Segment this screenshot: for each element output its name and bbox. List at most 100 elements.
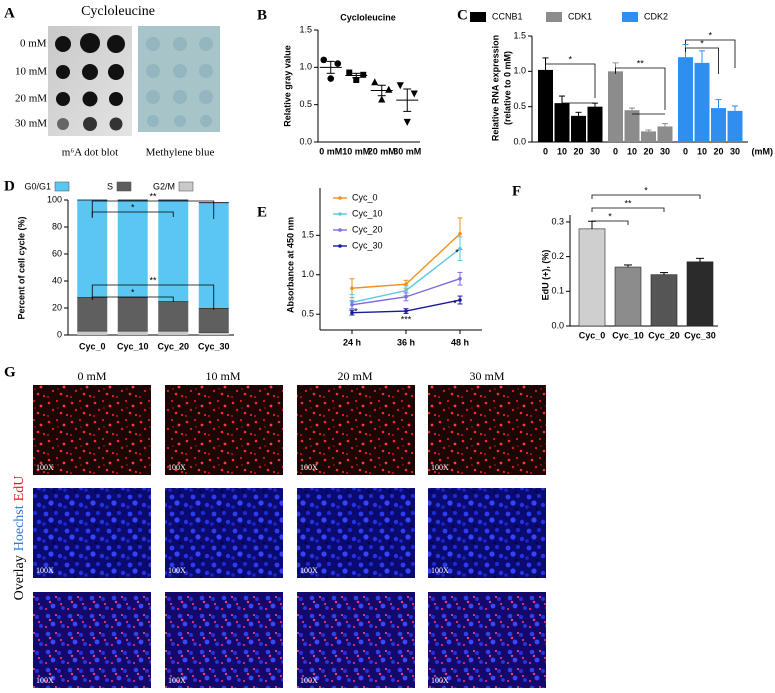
- data-point: [360, 71, 367, 78]
- bar: [650, 274, 678, 327]
- bar: [624, 110, 640, 142]
- x-tick-label: 0 mM: [319, 146, 342, 156]
- y-tick-label: 0: [57, 329, 62, 339]
- bar-segment: [117, 330, 148, 335]
- bar-segment: [77, 330, 108, 335]
- x-tick-label: 30: [730, 146, 740, 156]
- y-tick-label: 40: [52, 275, 62, 285]
- panel-title: Cycloleucine: [81, 4, 155, 19]
- significance-bracket: [545, 63, 596, 98]
- microscopy-image: [33, 592, 151, 688]
- y-tick-label: 1.0: [299, 62, 312, 72]
- y-axis-label: Relative gray value: [282, 45, 292, 127]
- significance-bracket: [91, 284, 215, 310]
- microscopy-image: [33, 488, 151, 578]
- data-point: [404, 282, 408, 287]
- x-tick-label: 20: [643, 146, 653, 156]
- bar: [727, 110, 743, 142]
- magnification-label: 100X: [431, 566, 449, 575]
- panel-label: F: [512, 183, 521, 199]
- y-tick-label: 0.3: [551, 216, 564, 226]
- panel-label: E: [257, 204, 267, 220]
- x-tick-label: 30 mM: [393, 146, 421, 156]
- microscopy-image: [428, 488, 546, 578]
- significance-bracket: [91, 200, 215, 219]
- data-point: [327, 75, 335, 82]
- x-tick-label: 10 mM: [342, 146, 370, 156]
- bar-segment: [158, 330, 189, 335]
- y-axis-label: (relative to 0 mM): [502, 51, 512, 125]
- bar: [641, 131, 656, 142]
- bar-segment: [198, 308, 229, 333]
- bar: [538, 69, 553, 142]
- y-tick-label: 1.5: [301, 230, 314, 240]
- image-caption: m⁶A dot blot: [62, 147, 118, 159]
- bar: [608, 71, 623, 142]
- legend-label: Cyc_30: [352, 240, 383, 250]
- significance-label: *: [700, 38, 704, 48]
- legend-swatch: [178, 181, 194, 192]
- magnification-label: 100X: [300, 566, 318, 575]
- chart-title: Cycloleucine: [340, 12, 396, 22]
- legend-label: Cyc_0: [352, 192, 378, 202]
- significance-bracket: [591, 220, 629, 225]
- magnification-label: 100X: [36, 566, 54, 575]
- column-header: 20 mM: [337, 369, 372, 383]
- x-tick-label: Cyc_20: [157, 341, 189, 351]
- bar: [686, 261, 714, 327]
- significance-label: **: [149, 275, 157, 285]
- y-tick-label: 0.5: [513, 101, 526, 111]
- row-label: 10 mM: [15, 66, 47, 78]
- bar: [614, 266, 642, 327]
- x-tick-label: 10: [697, 146, 707, 156]
- bar-segment: [158, 301, 189, 331]
- legend-label: G2/M: [153, 181, 175, 191]
- panel-label: D: [4, 178, 15, 194]
- significance-bracket: [685, 39, 736, 68]
- x-tick-label: 10: [627, 146, 637, 156]
- y-tick-label: 60: [52, 248, 62, 258]
- significance-bracket: [685, 47, 719, 74]
- y-tick-label: 0.2: [551, 251, 564, 261]
- data-point: [403, 118, 411, 126]
- significance-label: *: [708, 30, 712, 40]
- significance-label: *: [644, 185, 648, 195]
- significance-label: *: [453, 298, 457, 308]
- microscopy-image: [297, 592, 415, 688]
- legend-swatch: [470, 12, 486, 22]
- magnification-label: 100X: [431, 463, 449, 472]
- significance-label: **: [637, 58, 645, 68]
- microscopy-image: [297, 488, 415, 578]
- x-tick-label: Cyc_10: [117, 341, 149, 351]
- data-point: [458, 246, 462, 251]
- y-axis-label: EdU (+), (%): [540, 250, 550, 301]
- significance-label: *: [131, 287, 135, 297]
- data-point: [410, 90, 418, 98]
- x-tick-label: 36 h: [397, 337, 415, 347]
- bar-segment: [198, 332, 229, 335]
- bar: [694, 62, 710, 142]
- row-label: 0 mM: [20, 38, 47, 50]
- y-tick-label: 80: [52, 221, 62, 231]
- y-tick-label: 0.0: [513, 136, 526, 146]
- legend-swatch: [54, 181, 70, 192]
- magnification-label: 100X: [168, 566, 186, 575]
- panel-label: A: [4, 5, 15, 21]
- bar: [711, 108, 726, 142]
- x-tick-label: 48 h: [451, 337, 469, 347]
- column-header: 10 mM: [205, 369, 240, 383]
- significance-bracket: [591, 207, 665, 212]
- data-point: [346, 69, 353, 76]
- magnification-label: 100X: [168, 463, 186, 472]
- legend-swatch: [546, 12, 562, 22]
- dot-blot-dots: [55, 33, 125, 131]
- y-tick-label: 100: [47, 194, 62, 204]
- y-tick-label: 0.5: [301, 309, 314, 319]
- bar: [678, 57, 693, 143]
- significance-label: *: [568, 54, 572, 64]
- column-header: 0 mM: [77, 369, 106, 383]
- significance-label: *: [455, 247, 459, 257]
- magnification-label: 100X: [300, 676, 318, 685]
- y-axis-label: Absorbance at 450 nm: [285, 217, 295, 313]
- microscopy-image: [165, 592, 283, 688]
